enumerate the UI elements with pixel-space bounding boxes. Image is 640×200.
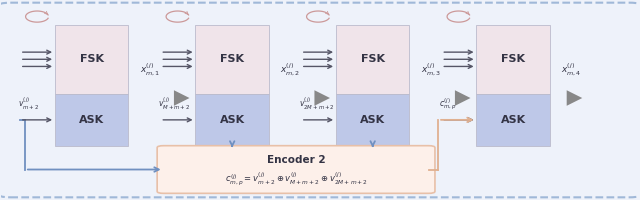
FancyBboxPatch shape	[476, 94, 550, 146]
FancyBboxPatch shape	[0, 3, 640, 197]
FancyBboxPatch shape	[55, 25, 129, 94]
Text: $x_{m,1}^{(j)}$: $x_{m,1}^{(j)}$	[140, 62, 161, 78]
Text: $x_{m,3}^{(j)}$: $x_{m,3}^{(j)}$	[421, 62, 442, 78]
Text: ASK: ASK	[360, 115, 385, 125]
Text: $v_{M+m+2}^{(j)}$: $v_{M+m+2}^{(j)}$	[159, 96, 191, 112]
Text: FSK: FSK	[80, 54, 104, 64]
FancyBboxPatch shape	[336, 25, 410, 94]
Text: ASK: ASK	[500, 115, 525, 125]
Text: ASK: ASK	[220, 115, 244, 125]
Text: $v_{2M+m+2}^{(j)}$: $v_{2M+m+2}^{(j)}$	[299, 96, 335, 112]
FancyBboxPatch shape	[55, 94, 129, 146]
Text: FSK: FSK	[220, 54, 244, 64]
Text: $v_{m+2}^{(j)}$: $v_{m+2}^{(j)}$	[18, 96, 39, 112]
Text: FSK: FSK	[501, 54, 525, 64]
Text: ASK: ASK	[79, 115, 104, 125]
Text: FSK: FSK	[361, 54, 385, 64]
FancyBboxPatch shape	[336, 94, 410, 146]
FancyBboxPatch shape	[157, 146, 435, 193]
FancyBboxPatch shape	[476, 25, 550, 94]
Text: $c_{m,p}^{(j)}$: $c_{m,p}^{(j)}$	[440, 96, 457, 112]
Text: $x_{m,2}^{(j)}$: $x_{m,2}^{(j)}$	[280, 62, 301, 78]
Text: Encoder 2: Encoder 2	[267, 155, 325, 165]
FancyBboxPatch shape	[195, 94, 269, 146]
Text: $x_{m,4}^{(j)}$: $x_{m,4}^{(j)}$	[561, 62, 582, 78]
Text: $c_{m,p}^{(j)} = v_{m+2}^{(j)} \oplus v_{M+m+2}^{(j)} \oplus v_{2M+m+2}^{(j)}$: $c_{m,p}^{(j)} = v_{m+2}^{(j)} \oplus v_…	[225, 170, 367, 187]
FancyBboxPatch shape	[195, 25, 269, 94]
